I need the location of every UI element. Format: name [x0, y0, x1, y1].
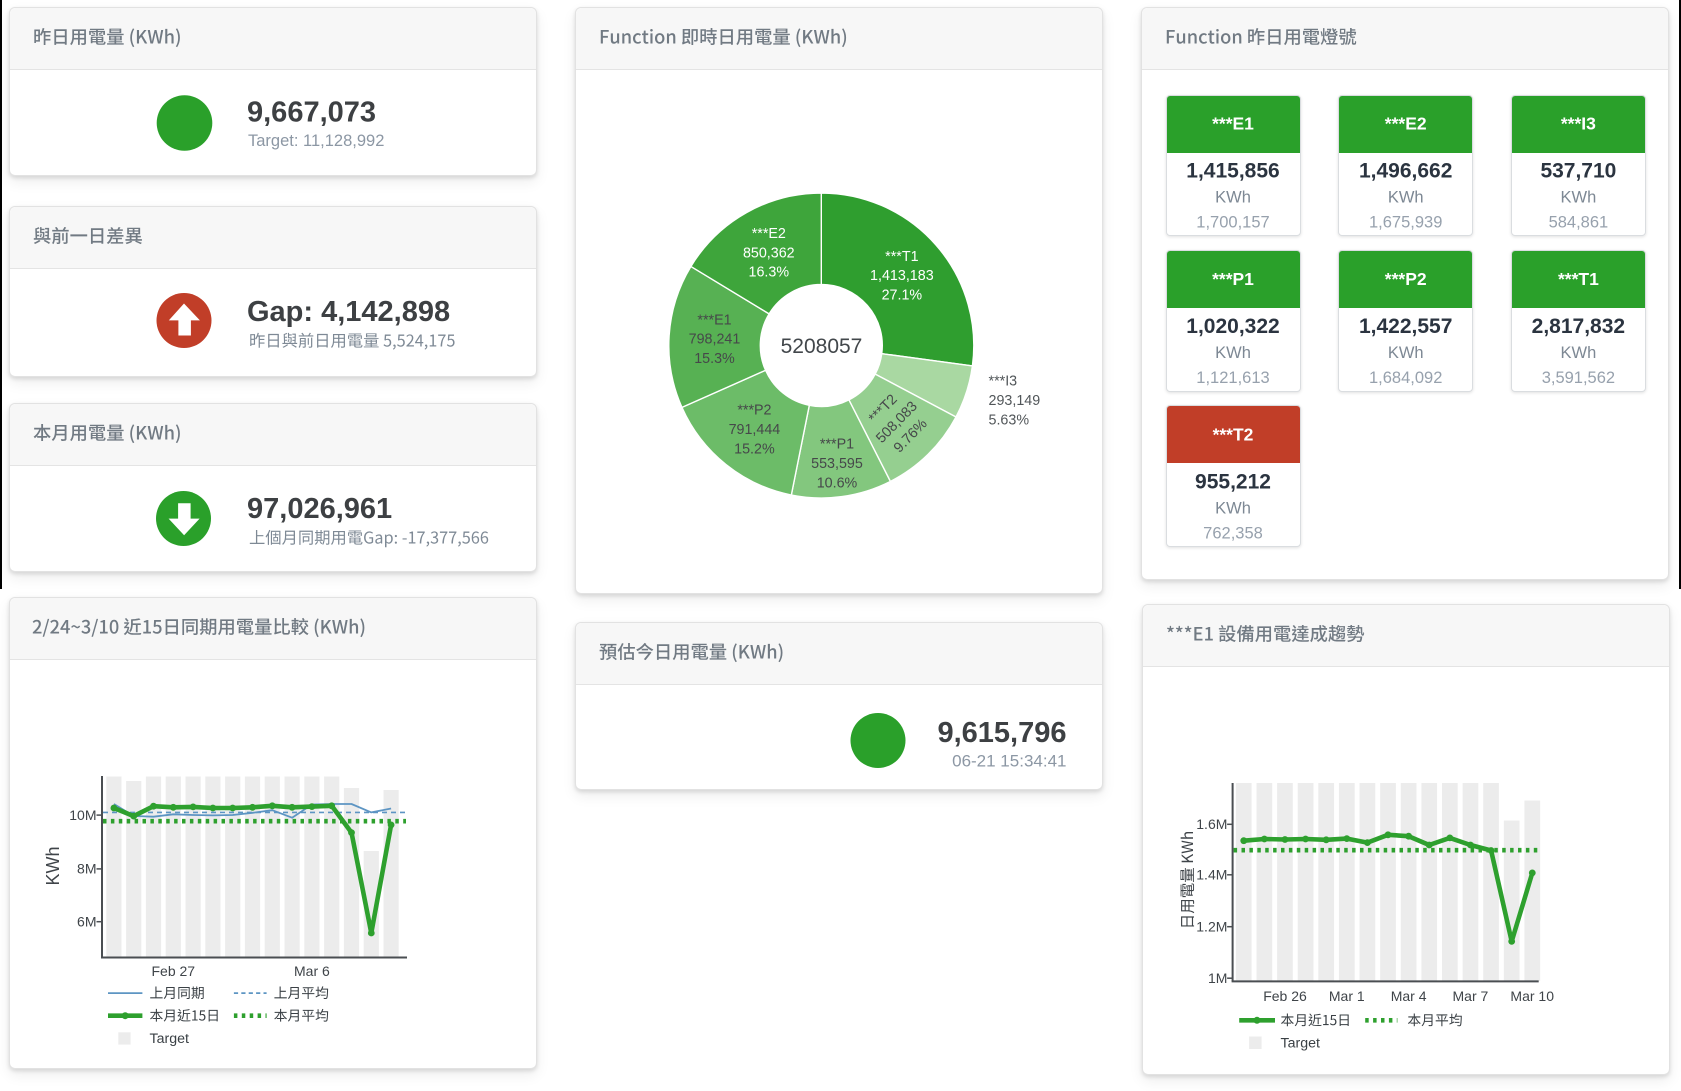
- svg-text:***T2: ***T2: [1213, 424, 1254, 444]
- svg-text:1,121,613: 1,121,613: [1196, 369, 1269, 387]
- svg-text:1,684,092: 1,684,092: [1369, 369, 1442, 387]
- svg-text:Target: Target: [1281, 1035, 1320, 1051]
- svg-text:KWh: KWh: [1215, 189, 1251, 207]
- svg-text:1.4M: 1.4M: [1196, 867, 1227, 883]
- svg-text:537,710: 537,710: [1540, 160, 1616, 183]
- svg-text:293,149: 293,149: [989, 393, 1041, 409]
- svg-text:15.3%: 15.3%: [694, 351, 735, 367]
- svg-text:1,415,856: 1,415,856: [1186, 160, 1279, 183]
- svg-text:***E2: ***E2: [1385, 114, 1427, 134]
- svg-text:9,615,796: 9,615,796: [937, 717, 1066, 749]
- svg-text:***E2: ***E2: [752, 226, 786, 242]
- svg-text:Feb 27: Feb 27: [152, 963, 196, 979]
- svg-text:***P2: ***P2: [1385, 269, 1427, 289]
- svg-text:***P1: ***P1: [820, 437, 854, 453]
- svg-text:Mar 1: Mar 1: [1329, 988, 1365, 1004]
- svg-text:***P1: ***P1: [1212, 269, 1254, 289]
- svg-text:***I3: ***I3: [989, 374, 1018, 390]
- svg-text:1,422,557: 1,422,557: [1359, 315, 1452, 338]
- svg-text:KWh: KWh: [1388, 344, 1424, 362]
- svg-text:791,444: 791,444: [729, 422, 781, 438]
- svg-text:1,675,939: 1,675,939: [1369, 214, 1442, 232]
- svg-text:***T1: ***T1: [1558, 269, 1599, 289]
- svg-text:9,667,073: 9,667,073: [247, 97, 376, 129]
- svg-text:955,212: 955,212: [1195, 470, 1271, 493]
- svg-text:584,861: 584,861: [1549, 214, 1609, 232]
- svg-text:27.1%: 27.1%: [882, 287, 923, 303]
- svg-text:Target: Target: [150, 1031, 189, 1047]
- svg-text:10.6%: 10.6%: [817, 475, 858, 491]
- svg-text:***T1: ***T1: [885, 249, 918, 265]
- svg-text:10M: 10M: [69, 807, 96, 823]
- svg-text:Gap: 4,142,898: Gap: 4,142,898: [247, 296, 450, 328]
- svg-text:97,026,961: 97,026,961: [247, 493, 392, 525]
- svg-text:5208057: 5208057: [781, 335, 863, 358]
- svg-text:KWh: KWh: [1561, 344, 1597, 362]
- svg-text:Mar 6: Mar 6: [294, 963, 330, 979]
- svg-text:798,241: 798,241: [689, 332, 741, 348]
- svg-text:1,413,183: 1,413,183: [870, 268, 934, 284]
- svg-text:3,591,562: 3,591,562: [1542, 369, 1615, 387]
- svg-text:KWh: KWh: [43, 846, 63, 885]
- svg-text:1.2M: 1.2M: [1196, 919, 1227, 935]
- svg-text:Mar 4: Mar 4: [1391, 988, 1427, 1004]
- svg-text:KWh: KWh: [1388, 189, 1424, 207]
- svg-text:Mar 10: Mar 10: [1510, 988, 1554, 1004]
- svg-text:8M: 8M: [77, 861, 96, 877]
- svg-text:6M: 6M: [77, 914, 96, 930]
- svg-text:850,362: 850,362: [743, 245, 795, 261]
- svg-text:5.63%: 5.63%: [989, 412, 1030, 428]
- svg-text:762,358: 762,358: [1203, 524, 1263, 542]
- svg-text:1M: 1M: [1208, 970, 1227, 986]
- svg-text:1,700,157: 1,700,157: [1196, 214, 1269, 232]
- svg-text:***E1: ***E1: [1212, 114, 1254, 134]
- svg-text:KWh: KWh: [1215, 344, 1251, 362]
- svg-text:***I3: ***I3: [1561, 114, 1596, 134]
- svg-text:2,817,832: 2,817,832: [1532, 315, 1625, 338]
- svg-text:06-21 15:34:41: 06-21 15:34:41: [952, 752, 1066, 771]
- svg-text:15.2%: 15.2%: [734, 441, 775, 457]
- svg-text:1,020,322: 1,020,322: [1186, 315, 1279, 338]
- svg-text:***E1: ***E1: [697, 312, 731, 328]
- svg-text:16.3%: 16.3%: [749, 265, 790, 281]
- svg-text:553,595: 553,595: [811, 456, 863, 472]
- svg-text:***P2: ***P2: [737, 403, 771, 419]
- svg-text:Target: 11,128,992: Target: 11,128,992: [248, 132, 384, 150]
- svg-text:Mar 7: Mar 7: [1453, 988, 1489, 1004]
- svg-text:1.6M: 1.6M: [1196, 816, 1227, 832]
- svg-text:KWh: KWh: [1561, 189, 1597, 207]
- svg-text:KWh: KWh: [1215, 499, 1251, 517]
- svg-text:1,496,662: 1,496,662: [1359, 160, 1452, 183]
- svg-text:Feb 26: Feb 26: [1263, 988, 1307, 1004]
